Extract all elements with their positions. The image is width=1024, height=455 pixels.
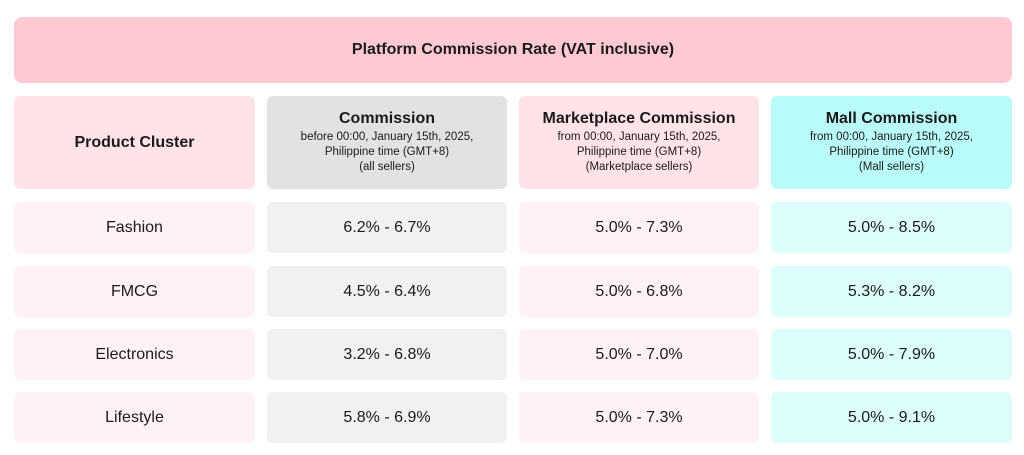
table-title-banner: Platform Commission Rate (VAT inclusive) xyxy=(14,17,1012,83)
table-title: Platform Commission Rate (VAT inclusive) xyxy=(351,41,675,58)
header-subtitle-line: (Marketplace sellers) xyxy=(585,161,693,173)
cell-mall-commission: 5.0% - 9.1% xyxy=(771,392,1012,443)
cell-commission: 5.8% - 6.9% xyxy=(267,392,507,443)
header-title: Mall Commission xyxy=(825,110,958,127)
cell-product-cluster: Electronics xyxy=(14,329,255,380)
header-subtitle-line: (Mall sellers) xyxy=(858,161,925,173)
cell-marketplace-commission: 5.0% - 7.3% xyxy=(519,392,759,443)
header-subtitle-line: Philippine time (GMT+8) xyxy=(829,146,954,158)
cell-commission: 3.2% - 6.8% xyxy=(267,329,507,380)
header-subtitle: from 00:00, January 15th, 2025, Philippi… xyxy=(810,130,973,175)
cell-marketplace-commission: 5.0% - 7.3% xyxy=(519,202,759,253)
header-title: Product Cluster xyxy=(74,133,195,151)
header-subtitle-line: before 00:00, January 15th, 2025, xyxy=(300,131,474,143)
header-marketplace-commission: Marketplace Commission from 00:00, Janua… xyxy=(519,96,759,189)
cell-product-cluster: Fashion xyxy=(14,202,255,253)
header-commission: Commission before 00:00, January 15th, 2… xyxy=(267,96,507,189)
cell-marketplace-commission: 5.0% - 7.0% xyxy=(519,329,759,380)
cell-commission: 6.2% - 6.7% xyxy=(267,202,507,253)
cell-mall-commission: 5.0% - 8.5% xyxy=(771,202,1012,253)
cell-commission: 4.5% - 6.4% xyxy=(267,266,507,317)
header-mall-commission: Mall Commission from 00:00, January 15th… xyxy=(771,96,1012,189)
header-subtitle-line: from 00:00, January 15th, 2025, xyxy=(809,131,974,143)
header-title: Commission xyxy=(338,110,435,127)
header-subtitle: before 00:00, January 15th, 2025, Philip… xyxy=(301,130,474,175)
cell-marketplace-commission: 5.0% - 6.8% xyxy=(519,266,759,317)
header-subtitle: from 00:00, January 15th, 2025, Philippi… xyxy=(557,130,720,175)
cell-mall-commission: 5.0% - 7.9% xyxy=(771,329,1012,380)
cell-mall-commission: 5.3% - 8.2% xyxy=(771,266,1012,317)
header-title: Marketplace Commission xyxy=(542,110,736,127)
cell-product-cluster: Lifestyle xyxy=(14,392,255,443)
header-product-cluster: Product Cluster xyxy=(14,96,255,189)
cell-product-cluster: FMCG xyxy=(14,266,255,317)
header-subtitle-line: from 00:00, January 15th, 2025, xyxy=(557,131,721,143)
header-subtitle-line: Philippine time (GMT+8) xyxy=(576,146,702,158)
header-subtitle-line: Philippine time (GMT+8) xyxy=(324,146,450,158)
header-subtitle-line: (all sellers) xyxy=(359,161,415,173)
